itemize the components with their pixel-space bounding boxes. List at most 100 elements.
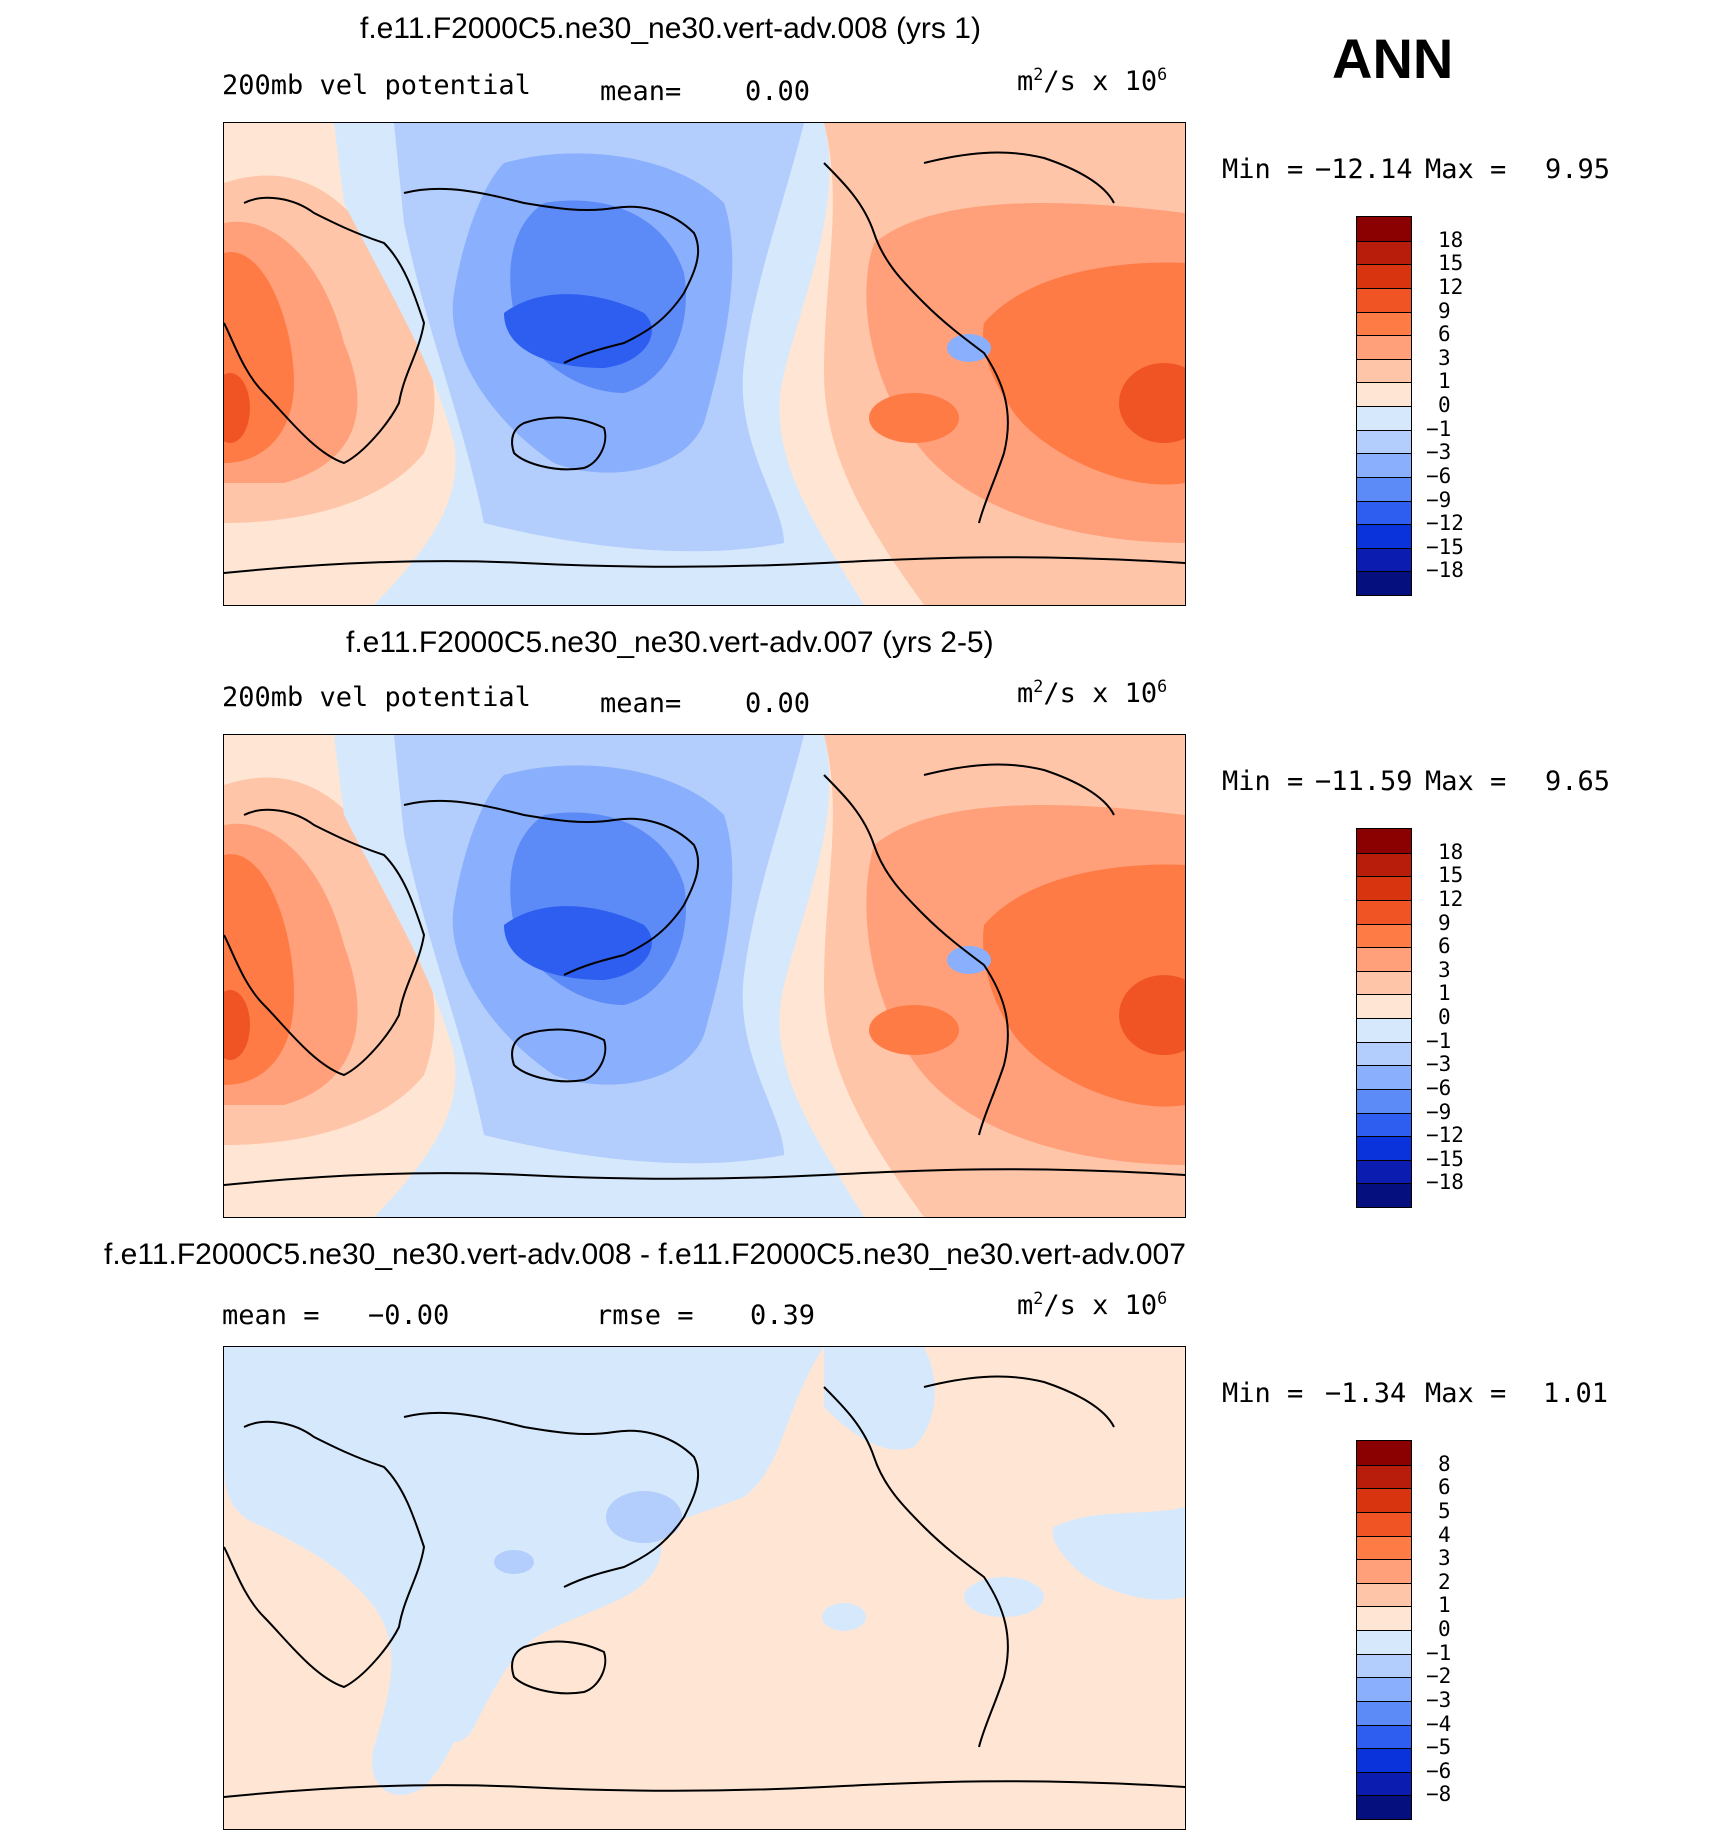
colorbar-tick-label: 1 [1438,981,1451,1006]
colorbar-tick-label: −15 [1426,1146,1464,1171]
colorbar-swatch [1357,287,1411,312]
colorbar-swatch [1357,994,1411,1018]
colorbar-swatch [1357,1677,1411,1701]
panel-1-colorbar [1356,216,1412,596]
panel-3-units: m2/s x 106 [1017,1288,1168,1321]
panel-3-min-label: Min = [1222,1378,1304,1409]
panel-3-colorbar [1356,1440,1412,1820]
panel-3-max-value: 1.01 [1543,1378,1609,1409]
colorbar-swatch [1357,876,1411,900]
colorbar-swatch [1357,1630,1411,1654]
colorbar-tick-label: −15 [1426,534,1464,559]
colorbar-tick-label: −2 [1426,1664,1452,1689]
colorbar-tick-label: 12 [1438,886,1464,911]
colorbar-swatch [1357,406,1411,430]
panel-2-mean-value: 0.00 [745,688,811,719]
colorbar-tick-label: 3 [1438,345,1451,370]
colorbar-tick-label: 18 [1438,839,1464,864]
colorbar-swatch [1357,1136,1411,1160]
panel-1-max-value: 9.95 [1545,154,1611,185]
season-label: ANN [1332,27,1454,90]
colorbar-swatch [1357,1159,1411,1184]
panel-2-min-value: −11.59 [1315,766,1413,797]
colorbar-tick-label: 5 [1438,1498,1451,1523]
colorbar-tick-label: 4 [1438,1522,1451,1547]
colorbar-tick-label: 2 [1438,1569,1451,1594]
colorbar-tick-label: −3 [1426,1687,1452,1712]
panel-3-max-label: Max = [1425,1378,1507,1409]
panel-2-max-value: 9.65 [1545,766,1611,797]
colorbar-swatch [1357,240,1411,265]
colorbar-tick-label: −12 [1426,511,1464,536]
panel-3-min-value: −1.34 [1325,1378,1407,1409]
colorbar-swatch [1357,1511,1411,1536]
panel-2-title: f.e11.F2000C5.ne30_ne30.vert-adv.007 (yr… [346,626,994,659]
panel-2-mean-label: mean= [600,688,682,719]
colorbar-tick-label: 1 [1438,1593,1451,1618]
panel-1-min-label: Min = [1222,154,1304,185]
colorbar-tick-label: −6 [1426,463,1452,488]
colorbar-tick-label: 12 [1438,274,1464,299]
colorbar-swatch [1357,1795,1411,1819]
colorbar-swatch [1357,1041,1411,1066]
colorbar-tick-label: −18 [1426,558,1464,583]
panel-3-map [223,1346,1186,1830]
panel-1-title: f.e11.F2000C5.ne30_ne30.vert-adv.008 (yr… [360,12,981,45]
colorbar-tick-label: −8 [1426,1782,1452,1807]
colorbar-tick-label: 0 [1438,1005,1451,1029]
panel-3-map-svg [224,1347,1185,1829]
panel-2-map [223,734,1186,1218]
colorbar-swatch [1357,1700,1411,1725]
colorbar-swatch [1357,1559,1411,1583]
colorbar-swatch [1357,1488,1411,1512]
colorbar-swatch [1357,264,1411,288]
panel-3-rmse-label: rmse = [596,1300,694,1331]
colorbar-tick-label: 9 [1438,910,1451,935]
colorbar-tick-label: 6 [1438,1475,1451,1500]
colorbar-tick-label: −9 [1426,1099,1452,1124]
panel-3-mean-value: −0.00 [368,1300,450,1331]
panel-1-map [223,122,1186,606]
colorbar-swatch [1357,1018,1411,1042]
panel-3-rmse-value: 0.39 [750,1300,816,1331]
colorbar-swatch [1357,1771,1411,1796]
colorbar-swatch [1357,970,1411,995]
colorbar-swatch [1357,1065,1411,1089]
panel-1-max-label: Max = [1425,154,1507,185]
colorbar-tick-label: −1 [1426,1640,1452,1665]
colorbar-swatch [1357,382,1411,406]
colorbar-tick-label: 6 [1438,934,1451,959]
colorbar-tick-label: 9 [1438,298,1451,323]
colorbar-tick-label: 1 [1438,369,1451,394]
colorbar-tick-label: 3 [1438,1546,1451,1571]
panel-2-colorbar [1356,828,1412,1208]
colorbar-tick-label: 0 [1438,393,1451,417]
panel-1-variable-label: 200mb vel potential [222,70,531,101]
colorbar-swatch [1357,1535,1411,1560]
colorbar-swatch [1357,1441,1411,1465]
colorbar-swatch [1357,899,1411,924]
colorbar-tick-label: −5 [1426,1735,1452,1760]
colorbar-swatch [1357,524,1411,548]
colorbar-tick-label: −12 [1426,1123,1464,1148]
colorbar-tick-label: −18 [1426,1170,1464,1195]
colorbar-swatch [1357,500,1411,525]
colorbar-swatch [1357,1606,1411,1630]
panel-2-units: m2/s x 106 [1017,676,1168,709]
colorbar-swatch [1357,476,1411,501]
colorbar-swatch [1357,335,1411,359]
colorbar-tick-label: 15 [1438,863,1464,888]
colorbar-swatch [1357,923,1411,948]
colorbar-tick-label: −1 [1426,416,1452,441]
colorbar-tick-label: 15 [1438,251,1464,276]
colorbar-swatch [1357,947,1411,971]
panel-3-title: f.e11.F2000C5.ne30_ne30.vert-adv.008 - f… [104,1238,1186,1271]
colorbar-tick-label: 18 [1438,227,1464,252]
colorbar-swatch [1357,1088,1411,1113]
colorbar-swatch [1357,852,1411,877]
colorbar-tick-label: −3 [1426,1052,1452,1077]
colorbar-swatch [1357,1653,1411,1678]
colorbar-tick-label: 8 [1438,1451,1451,1476]
panel-2-min-label: Min = [1222,766,1304,797]
colorbar-tick-label: −4 [1426,1711,1452,1736]
